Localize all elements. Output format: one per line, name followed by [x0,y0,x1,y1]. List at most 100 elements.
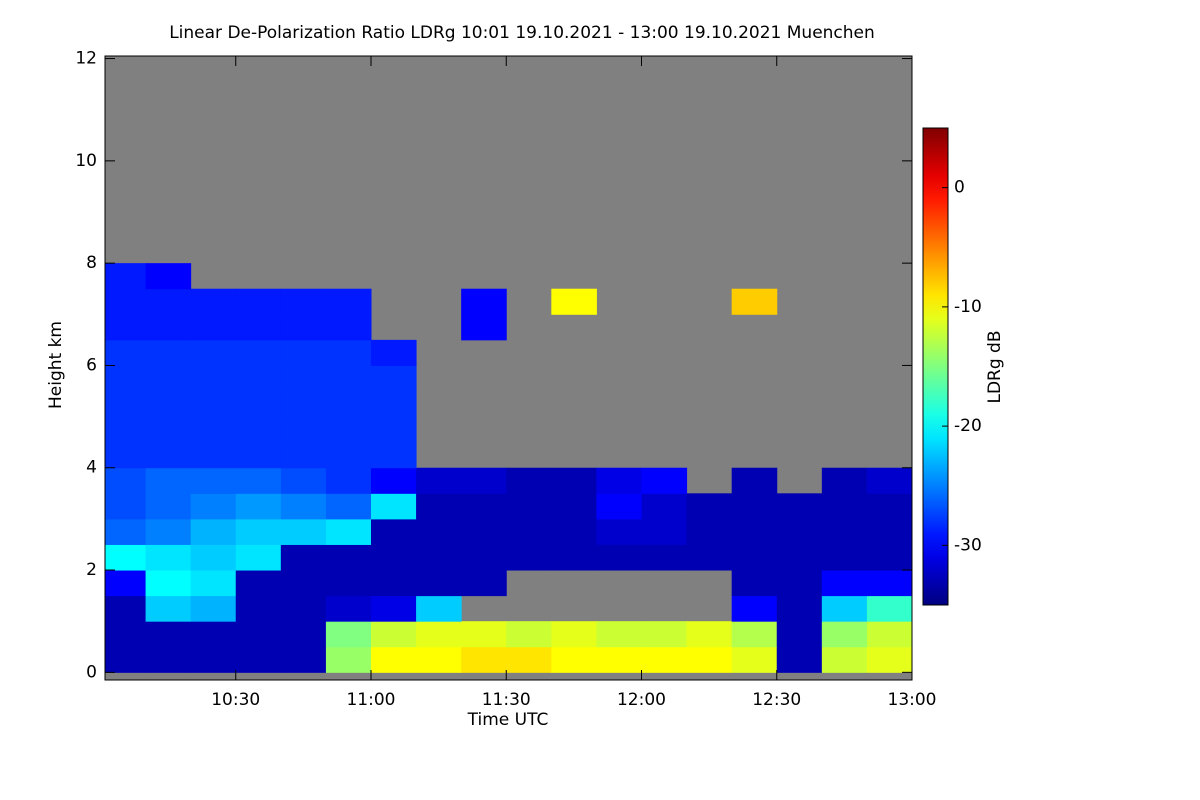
cell [506,621,552,648]
chart-title: Linear De-Polarization Ratio LDRg 10:01 … [169,23,875,43]
cell [235,493,282,520]
cell [280,621,327,648]
y-tick-label: 4 [86,458,97,478]
cell [145,570,192,597]
cell [280,339,327,366]
cell [105,467,147,494]
cell [641,467,688,494]
cell [235,314,282,341]
cell [686,544,733,571]
cell [416,544,462,571]
cell [145,263,192,290]
cell [190,467,237,494]
cell [325,518,372,545]
cell [866,621,913,648]
cell [506,467,552,494]
cell [280,493,327,520]
cell [105,493,147,520]
cell [325,570,372,597]
cell [461,646,507,673]
cell [280,467,327,494]
cell [596,544,642,571]
cell [461,621,507,648]
y-tick-label: 0 [86,662,97,682]
cell [641,544,688,571]
cell [731,518,778,545]
cell [416,493,462,520]
cell [551,467,597,494]
cell [370,544,417,571]
cell [190,365,237,392]
cell [105,339,147,366]
cell [235,288,282,315]
cell [145,442,192,469]
cell [145,518,192,545]
cell [105,263,147,290]
cell [506,544,552,571]
cell [105,442,147,469]
cell [235,391,282,418]
cell [145,595,192,622]
cell [190,621,237,648]
cell [145,621,192,648]
cell [370,416,417,443]
y-axis-label: Height km [46,321,66,409]
cell [370,339,417,366]
colorbar-label: LDRg dB [985,330,1005,403]
cell [731,595,778,622]
cell [235,467,282,494]
cell [821,467,868,494]
cell [731,646,778,673]
colorbar-tick-label: -20 [954,416,982,436]
cell [280,570,327,597]
cell [551,646,597,673]
cell [776,570,823,597]
cell [370,595,417,622]
cell [416,595,462,622]
cell [370,570,417,597]
cell [461,544,507,571]
y-tick-label: 6 [86,355,97,375]
x-tick-label: 11:00 [346,690,395,710]
cell [641,646,688,673]
cell [235,570,282,597]
cell [551,621,597,648]
cell [731,493,778,520]
cell [105,570,147,597]
cell [105,518,147,545]
cell [325,416,372,443]
x-tick-label: 11:30 [482,690,531,710]
cell [190,544,237,571]
cell [145,493,192,520]
cell [370,518,417,545]
cell [145,416,192,443]
cell [235,339,282,366]
cell [370,621,417,648]
cell [280,518,327,545]
cell [866,467,913,494]
cell [686,621,733,648]
cell [821,621,868,648]
cell [105,391,147,418]
cell [370,493,417,520]
cell [596,621,642,648]
cell [506,646,552,673]
cell [776,621,823,648]
x-tick-label: 12:00 [617,690,666,710]
cell [280,442,327,469]
cell [821,646,868,673]
cell [145,646,192,673]
cell [551,493,597,520]
cell [416,621,462,648]
cell [686,518,733,545]
cell [325,288,372,315]
cell [190,288,237,315]
cell [145,365,192,392]
y-tick-label: 10 [75,151,97,171]
cell [731,570,778,597]
y-tick-label: 2 [86,560,97,580]
cell [325,493,372,520]
cell [776,544,823,571]
cell [105,646,147,673]
cells [105,263,913,673]
